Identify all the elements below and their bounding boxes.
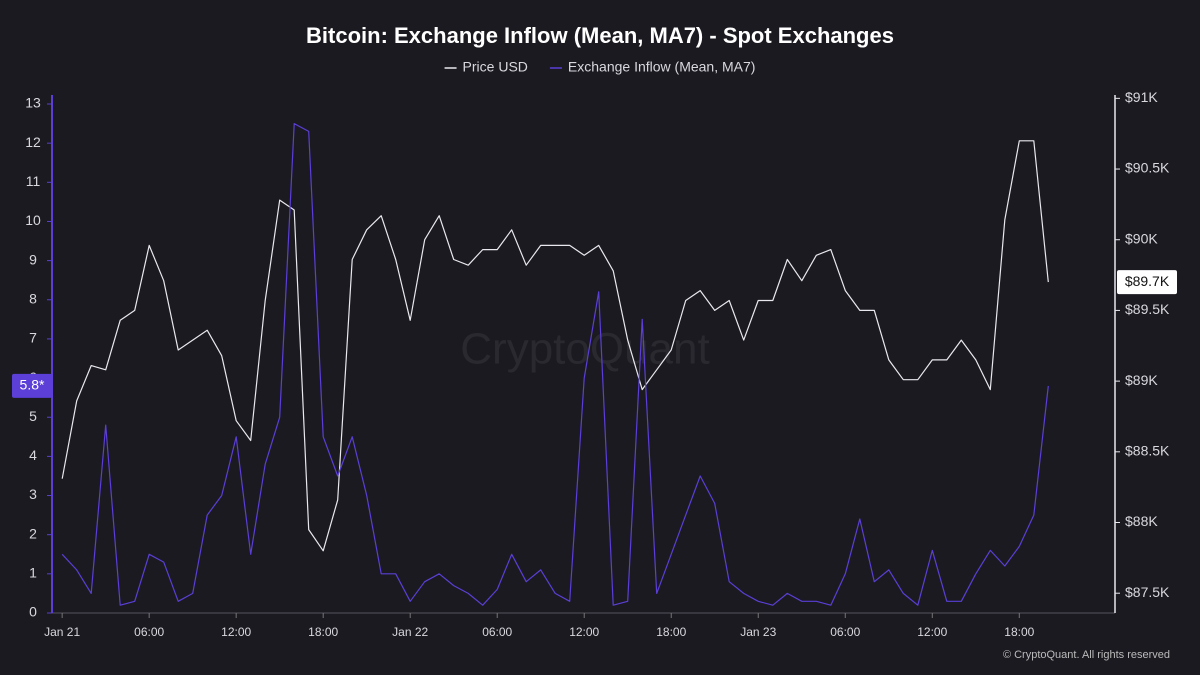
x-tick-label: Jan 22 [392,625,428,639]
y-tick-label: 3 [29,486,37,502]
last-value-box [12,373,52,398]
y2-tick-label: $91K [1125,89,1158,105]
x-tick-label: 06:00 [830,625,860,639]
y2-tick-label: $89K [1125,372,1158,388]
y-tick-label: 11 [26,173,41,189]
y-tick-label: 4 [29,447,37,463]
y-tick-label: 1 [29,565,37,581]
x-tick-label: 12:00 [917,625,947,639]
x-tick-label: 18:00 [1004,625,1034,639]
y2-tick-label: $90.5K [1125,160,1170,176]
y-tick-label: 8 [29,290,37,306]
last-value-badge: 5.8* [12,373,52,398]
watermark: CryptoQuant [460,325,709,374]
legend-item: Exchange Inflow (Mean, MA7) [549,59,756,75]
x-tick-label: 18:00 [308,625,338,639]
last-value-box [1117,270,1177,295]
last-value-label: 5.8* [20,377,45,393]
y2-tick-label: $87.5K [1125,584,1170,600]
chart-title: Bitcoin: Exchange Inflow (Mean, MA7) - S… [306,23,894,48]
x-tick-label: 18:00 [656,625,686,639]
legend-label: Price USD [463,59,528,75]
series-line [61,140,1049,552]
y2-tick-label: $89.5K [1125,301,1170,317]
y-tick-label: 2 [29,525,37,541]
x-tick-label: Jan 23 [740,625,776,639]
copyright: © CryptoQuant. All rights reserved [1003,649,1170,661]
last-value-label: $89.7K [1125,273,1170,289]
y-tick-label: 0 [29,604,37,620]
x-tick-label: 12:00 [569,625,599,639]
series-line [61,123,1049,606]
last-value-badge: $89.7K [1117,270,1177,295]
y-tick-label: 13 [25,95,41,111]
y-tick-label: 9 [29,251,37,267]
y2-tick-label: $88K [1125,513,1158,529]
legend-label: Exchange Inflow (Mean, MA7) [568,59,756,75]
x-tick-label: 06:00 [134,625,164,639]
y-tick-label: 5 [29,408,37,424]
x-tick-label: 12:00 [221,625,251,639]
y2-tick-label: $90K [1125,230,1158,246]
x-tick-label: 06:00 [482,625,512,639]
legend: Price USD Exchange Inflow (Mean, MA7) [444,59,756,75]
y2-tick-label: $88.5K [1125,443,1170,459]
y-tick-label: 10 [25,212,41,228]
y-tick-label: 7 [29,330,37,346]
x-tick-label: Jan 21 [44,625,80,639]
y-tick-label: 12 [25,134,41,150]
legend-item: Price USD [444,59,528,75]
